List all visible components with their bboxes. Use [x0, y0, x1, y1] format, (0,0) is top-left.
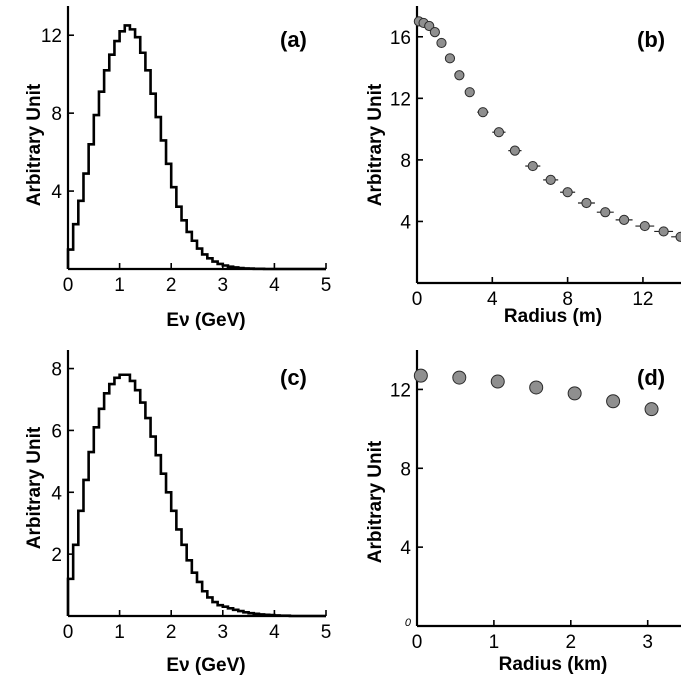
panel-c-x-tick-label: 2 [166, 622, 177, 643]
panel-a-x-tick-label: 5 [321, 275, 332, 296]
panel-a-x-tick-label: 1 [114, 275, 125, 296]
panel-b-data-point [600, 207, 611, 218]
panel-a-y-tick-label: 12 [41, 26, 62, 47]
panel-b-data-point [444, 53, 456, 64]
panel-b-label: (b) [637, 27, 665, 52]
panel-b-x-tick-label: 4 [487, 289, 498, 310]
panel-d-data-point [452, 370, 467, 385]
panel-d-x-tick-label: 3 [642, 632, 653, 653]
panel-b-data-point [429, 27, 440, 38]
panel-c-x-tick-label: 0 [63, 622, 74, 643]
panel-a-x-tick-label: 4 [269, 275, 280, 296]
panel-c-y-tick-label: 6 [51, 421, 62, 442]
panel-d-data-point [490, 374, 505, 389]
panel-b-points [413, 16, 681, 242]
panel-d-points [413, 368, 659, 417]
panel-d-label: (d) [637, 365, 665, 390]
panel-c-axes: 0 1 2 3 4 5 2 4 6 8 [51, 350, 331, 643]
panel-b-y-tick-label: 16 [390, 28, 411, 49]
panel-d-y-tick-label: 4 [400, 538, 411, 559]
panel-b-data-point [527, 160, 538, 172]
panel-d-data-point [644, 402, 659, 417]
panel-a-xlabel: Eν (GeV) [166, 310, 245, 331]
panel-a-x-tick-label: 2 [166, 275, 177, 296]
panel-b-x-tick-label: 12 [632, 289, 653, 310]
panel-c-label: (c) [280, 365, 307, 390]
panel-c-y-tick-label: 4 [51, 483, 62, 504]
panel-b-x-tick-label: 0 [412, 289, 423, 310]
panel-c-x-tick-label: 4 [269, 622, 280, 643]
panel-a-label: (a) [280, 27, 307, 52]
panel-b-data-point [436, 37, 447, 49]
panel-b-x-tick-label: 8 [562, 289, 573, 310]
panel-d-y-tick-label: 8 [400, 459, 411, 480]
panel-b-data-point [619, 214, 630, 226]
panel-b-axes: 0 4 8 12 4 8 12 16 [390, 6, 681, 310]
panel-b-data-point [562, 187, 573, 198]
panel-d-y-tick-label: 12 [390, 380, 411, 401]
panel-b-data-point [464, 87, 475, 98]
panel-d-x-tick-label: 0 [412, 632, 423, 653]
panel-b-data-point [581, 197, 592, 209]
panel-b-data-point [675, 231, 681, 242]
panel-d-y-tick-label: 0 [405, 617, 412, 629]
panel-a-ylabel: Arbitrary Unit [24, 83, 45, 206]
panel-b-data-point [658, 226, 669, 237]
panel-a-x-tick-label: 3 [218, 275, 229, 296]
panel-d-x-tick-label: 2 [566, 632, 577, 653]
panel-d-data-point [567, 386, 582, 401]
panel-b-y-tick-label: 12 [390, 89, 411, 110]
panel-b-xlabel: Radius (m) [504, 306, 602, 327]
panel-c-y-tick-label: 8 [51, 360, 62, 381]
panel-b-data-point [493, 127, 504, 138]
panel-a-histogram [66, 24, 326, 271]
panel-b: 0 4 8 12 4 8 12 16 (b) Radius (m) Arbitrary Uni… [365, 6, 681, 327]
panel-c-xlabel: Eν (GeV) [166, 655, 245, 676]
panel-d-x-tick-label: 1 [489, 632, 500, 653]
panel-d-data-point [413, 368, 428, 383]
panel-d-data-point [529, 380, 544, 395]
panel-c-x-tick-label: 5 [321, 622, 332, 643]
panel-c-histogram [66, 373, 326, 618]
panel-b-data-point [545, 174, 556, 185]
panel-b-y-tick-label: 4 [400, 212, 411, 233]
panel-d-xlabel: Radius (km) [499, 654, 608, 675]
panel-c-ylabel: Arbitrary Unit [24, 426, 45, 549]
panel-a-y-tick-label: 8 [51, 104, 62, 125]
panel-b-data-point [509, 145, 521, 156]
panel-a-x-tick-label: 0 [63, 275, 74, 296]
panel-b-data-point [454, 70, 465, 81]
panel-d-data-point [606, 394, 621, 409]
panel-b-data-point [424, 20, 435, 32]
panel-c-x-tick-label: 3 [218, 622, 229, 643]
panel-d-ylabel: Arbitrary Unit [365, 440, 386, 563]
panel-b-y-tick-label: 8 [400, 151, 411, 172]
panel-c: 0 1 2 3 4 5 2 4 6 8 (c) Eν (GeV) Arbitrary Unit [24, 350, 331, 676]
panel-c-x-tick-label: 1 [114, 622, 125, 643]
panel-b-data-point [639, 220, 650, 232]
panel-c-y-tick-label: 2 [51, 545, 62, 566]
panel-b-data-point [477, 107, 488, 118]
panel-b-ylabel: Arbitrary Unit [365, 83, 386, 206]
panel-a-y-tick-label: 4 [51, 182, 62, 203]
